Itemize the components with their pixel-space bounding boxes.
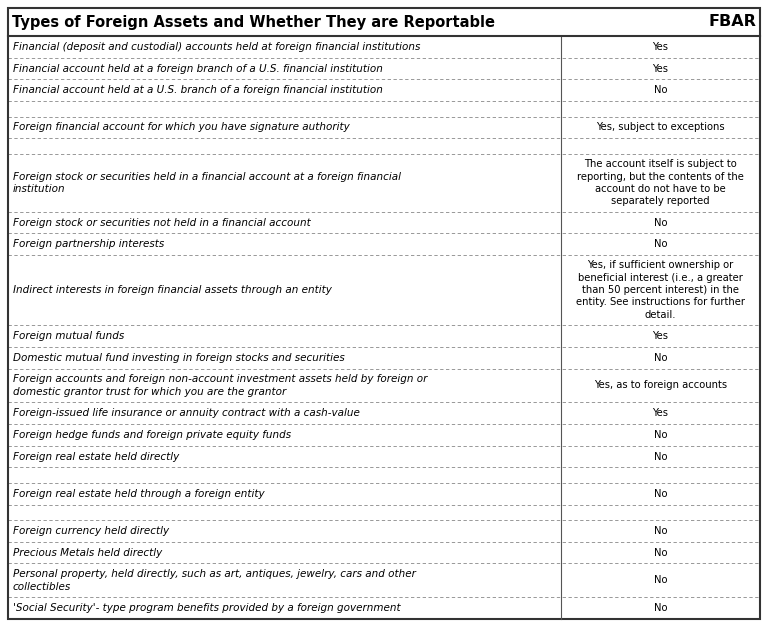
Bar	[8, 154, 760, 212]
Bar	[8, 80, 760, 101]
Bar	[8, 542, 760, 564]
Text: Financial account held at a foreign branch of a U.S. financial institution: Financial account held at a foreign bran…	[13, 63, 383, 73]
Text: Foreign accounts and foreign non-account investment assets held by foreign or
do: Foreign accounts and foreign non-account…	[13, 374, 427, 397]
Text: No: No	[654, 352, 667, 362]
Text: Yes, as to foreign accounts: Yes, as to foreign accounts	[594, 381, 727, 391]
Text: The account itself is subject to
reporting, but the contents of the
account do n: The account itself is subject to reporti…	[577, 159, 743, 206]
Bar	[8, 347, 760, 369]
Bar	[8, 212, 760, 233]
Bar	[8, 483, 760, 505]
Bar	[8, 233, 760, 255]
Text: Financial account held at a U.S. branch of a foreign financial institution: Financial account held at a U.S. branch …	[13, 85, 383, 95]
Bar	[8, 255, 760, 325]
Text: No: No	[654, 218, 667, 228]
Bar	[8, 58, 760, 80]
Text: FBAR: FBAR	[708, 14, 756, 29]
Text: Personal property, held directly, such as art, antiques, jewelry, cars and other: Personal property, held directly, such a…	[13, 569, 416, 592]
Text: Yes: Yes	[652, 408, 668, 418]
Text: Foreign stock or securities held in a financial account at a foreign financial
i: Foreign stock or securities held in a fi…	[13, 172, 401, 194]
Bar	[8, 403, 760, 424]
Text: Foreign mutual funds: Foreign mutual funds	[13, 331, 124, 341]
Text: No: No	[654, 85, 667, 95]
Text: Types of Foreign Assets and Whether They are Reportable: Types of Foreign Assets and Whether They…	[12, 14, 495, 29]
Bar	[8, 468, 760, 483]
Bar	[8, 520, 760, 542]
Text: No: No	[654, 526, 667, 536]
Bar	[8, 117, 760, 139]
Text: No: No	[654, 547, 667, 557]
Text: 'Social Security'- type program benefits provided by a foreign government: 'Social Security'- type program benefits…	[13, 603, 401, 613]
Bar	[8, 36, 760, 58]
Text: Foreign real estate held through a foreign entity: Foreign real estate held through a forei…	[13, 489, 265, 498]
Text: No: No	[654, 489, 667, 498]
Text: Foreign stock or securities not held in a financial account: Foreign stock or securities not held in …	[13, 218, 311, 228]
Text: Foreign partnership interests: Foreign partnership interests	[13, 240, 164, 250]
Bar	[8, 446, 760, 468]
Bar	[8, 101, 760, 117]
Bar	[8, 8, 760, 36]
Text: No: No	[654, 430, 667, 440]
Text: Precious Metals held directly: Precious Metals held directly	[13, 547, 162, 557]
Bar	[8, 424, 760, 446]
Text: Yes, subject to exceptions: Yes, subject to exceptions	[596, 122, 725, 132]
Bar	[8, 139, 760, 154]
Text: Financial (deposit and custodial) accounts held at foreign financial institution: Financial (deposit and custodial) accoun…	[13, 42, 420, 52]
Text: Yes, if sufficient ownership or
beneficial interest (i.e., a greater
than 50 per: Yes, if sufficient ownership or benefici…	[576, 260, 745, 320]
Text: Foreign currency held directly: Foreign currency held directly	[13, 526, 169, 536]
Text: Yes: Yes	[652, 42, 668, 52]
Bar	[8, 505, 760, 520]
Text: Foreign financial account for which you have signature authority: Foreign financial account for which you …	[13, 122, 349, 132]
Text: No: No	[654, 451, 667, 461]
Text: Yes: Yes	[652, 331, 668, 341]
Text: Foreign-issued life insurance or annuity contract with a cash-value: Foreign-issued life insurance or annuity…	[13, 408, 360, 418]
Text: Yes: Yes	[652, 63, 668, 73]
Bar	[8, 564, 760, 598]
Text: Foreign hedge funds and foreign private equity funds: Foreign hedge funds and foreign private …	[13, 430, 291, 440]
Text: Domestic mutual fund investing in foreign stocks and securities: Domestic mutual fund investing in foreig…	[13, 352, 345, 362]
Bar	[8, 325, 760, 347]
Text: Indirect interests in foreign financial assets through an entity: Indirect interests in foreign financial …	[13, 285, 332, 295]
Text: No: No	[654, 240, 667, 250]
Bar	[8, 369, 760, 403]
Text: No: No	[654, 576, 667, 586]
Bar	[8, 598, 760, 619]
Text: Foreign real estate held directly: Foreign real estate held directly	[13, 451, 179, 461]
Text: No: No	[654, 603, 667, 613]
